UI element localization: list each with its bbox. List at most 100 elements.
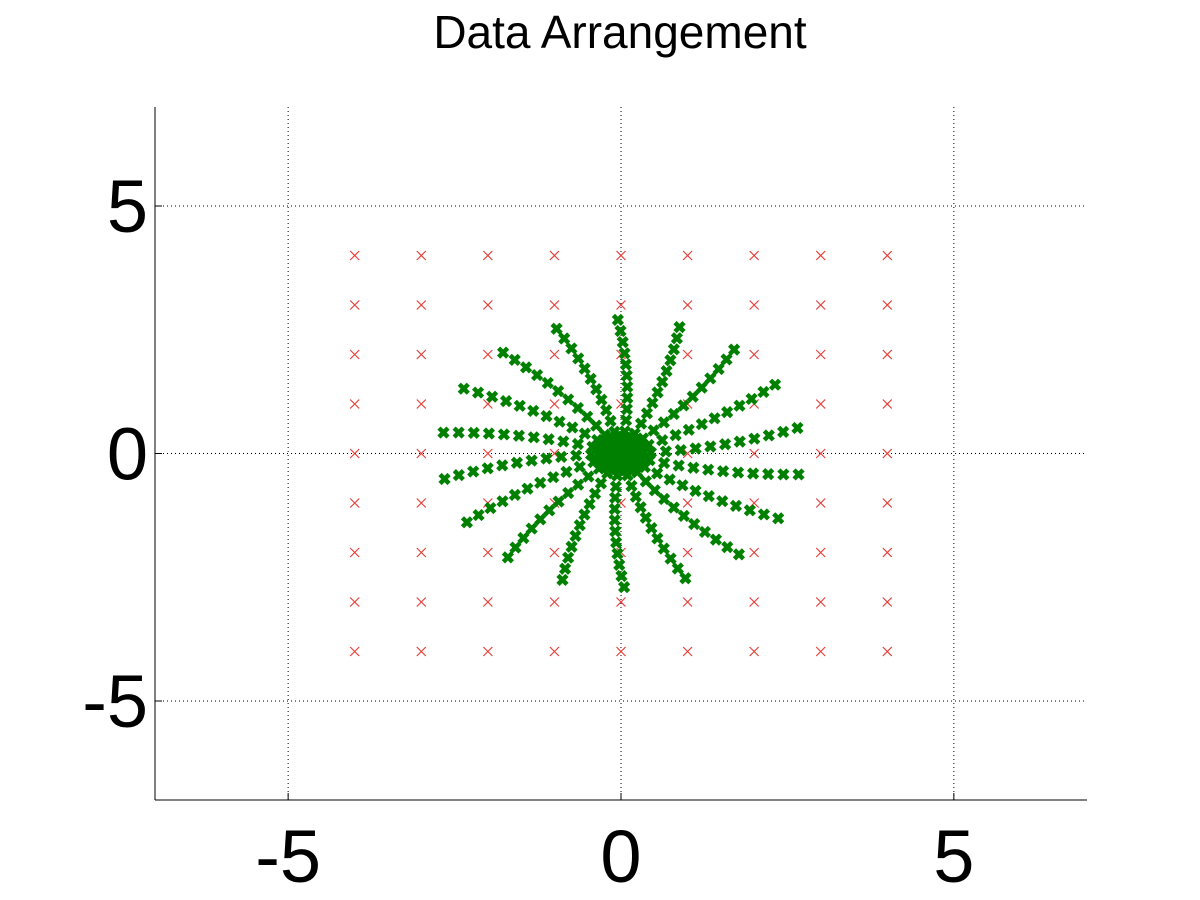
red-point-45	[349, 399, 360, 409]
red-point-56	[482, 349, 493, 360]
green-point-191	[732, 548, 746, 561]
red-point-52	[815, 399, 826, 409]
green-point-148	[583, 497, 596, 511]
red-point-28	[416, 498, 427, 508]
green-point-6	[719, 438, 732, 451]
green-point-198	[702, 490, 715, 503]
chart-title: Data Arrangement	[433, 6, 807, 58]
green-point-114	[510, 456, 523, 469]
green-point-40	[646, 396, 659, 410]
green-point-136	[562, 486, 575, 500]
y-tick-label-1: 0	[107, 413, 148, 496]
red-series	[349, 250, 893, 657]
green-point-92	[499, 395, 513, 408]
red-point-34	[815, 498, 826, 508]
green-point-90	[527, 404, 540, 417]
green-point-66	[584, 372, 597, 385]
green-point-55	[619, 358, 632, 371]
green-point-16	[682, 423, 695, 436]
green-point-30	[686, 390, 699, 403]
green-point-134	[582, 470, 595, 483]
green-point-209	[702, 463, 715, 476]
green-point-137	[552, 495, 565, 508]
green-point-105	[467, 426, 480, 439]
green-point-88	[553, 415, 566, 428]
red-point-13	[616, 597, 626, 607]
red-point-62	[882, 349, 893, 360]
green-point-138	[543, 504, 556, 517]
red-point-5	[682, 646, 693, 657]
red-point-73	[416, 250, 427, 261]
green-point-159	[608, 491, 622, 504]
red-point-10	[416, 597, 427, 607]
green-point-14	[656, 434, 669, 447]
green-point-47	[673, 321, 686, 334]
red-point-14	[682, 597, 693, 607]
red-point-60	[749, 349, 760, 360]
green-point-17	[695, 418, 708, 431]
green-point-125	[534, 476, 547, 489]
green-point-79	[541, 376, 554, 390]
red-point-74	[482, 250, 493, 261]
green-point-161	[608, 514, 621, 527]
red-point-8	[882, 646, 893, 657]
green-point-38	[634, 417, 648, 430]
green-point-18	[708, 412, 721, 425]
green-point-126	[521, 482, 534, 495]
red-point-3	[549, 646, 560, 657]
green-point-62	[604, 414, 617, 428]
green-point-80	[530, 368, 544, 382]
green-point-23	[768, 378, 782, 391]
axes	[154, 107, 1087, 801]
red-point-54	[349, 349, 360, 360]
green-point-29	[677, 399, 690, 412]
green-point-93	[486, 390, 499, 403]
red-point-57	[549, 349, 560, 360]
red-point-21	[549, 547, 560, 558]
green-point-154	[559, 562, 572, 575]
green-point-27	[657, 416, 670, 429]
green-point-203	[772, 512, 785, 525]
green-point-33	[712, 362, 725, 376]
green-point-58	[614, 324, 627, 338]
green-point-8	[748, 432, 761, 445]
red-point-20	[482, 547, 493, 558]
red-point-18	[349, 547, 360, 558]
green-point-213	[762, 468, 775, 481]
green-point-99	[557, 435, 570, 448]
red-point-4	[616, 646, 626, 657]
green-point-178	[671, 562, 684, 575]
red-point-19	[416, 547, 427, 558]
green-point-207	[672, 459, 685, 472]
green-point-68	[572, 352, 585, 365]
green-point-46	[670, 332, 683, 345]
red-point-78	[749, 250, 760, 261]
red-point-17	[882, 597, 893, 607]
red-point-48	[549, 399, 560, 409]
x-tick-label-1: 0	[600, 815, 641, 898]
red-point-11	[482, 597, 493, 607]
green-point-91	[513, 399, 526, 412]
green-point-152	[565, 540, 578, 553]
green-point-102	[512, 429, 525, 442]
green-point-35	[728, 343, 741, 356]
green-point-129	[484, 501, 497, 515]
green-point-200	[729, 499, 743, 512]
green-point-89	[540, 410, 553, 423]
green-point-63	[600, 404, 613, 417]
green-point-119	[438, 472, 451, 486]
green-point-7	[733, 435, 746, 448]
green-point-158	[609, 480, 623, 493]
green-point-173	[639, 511, 652, 524]
green-point-135	[572, 478, 585, 491]
green-point-10	[777, 425, 790, 438]
green-point-5	[704, 440, 717, 453]
green-point-94	[471, 386, 485, 399]
green-point-39	[640, 407, 654, 420]
red-point-25	[815, 547, 826, 558]
red-point-37	[416, 448, 427, 459]
green-point-59	[611, 313, 624, 326]
red-point-2	[482, 646, 493, 657]
green-point-140	[525, 522, 538, 535]
green-point-98	[571, 437, 585, 451]
